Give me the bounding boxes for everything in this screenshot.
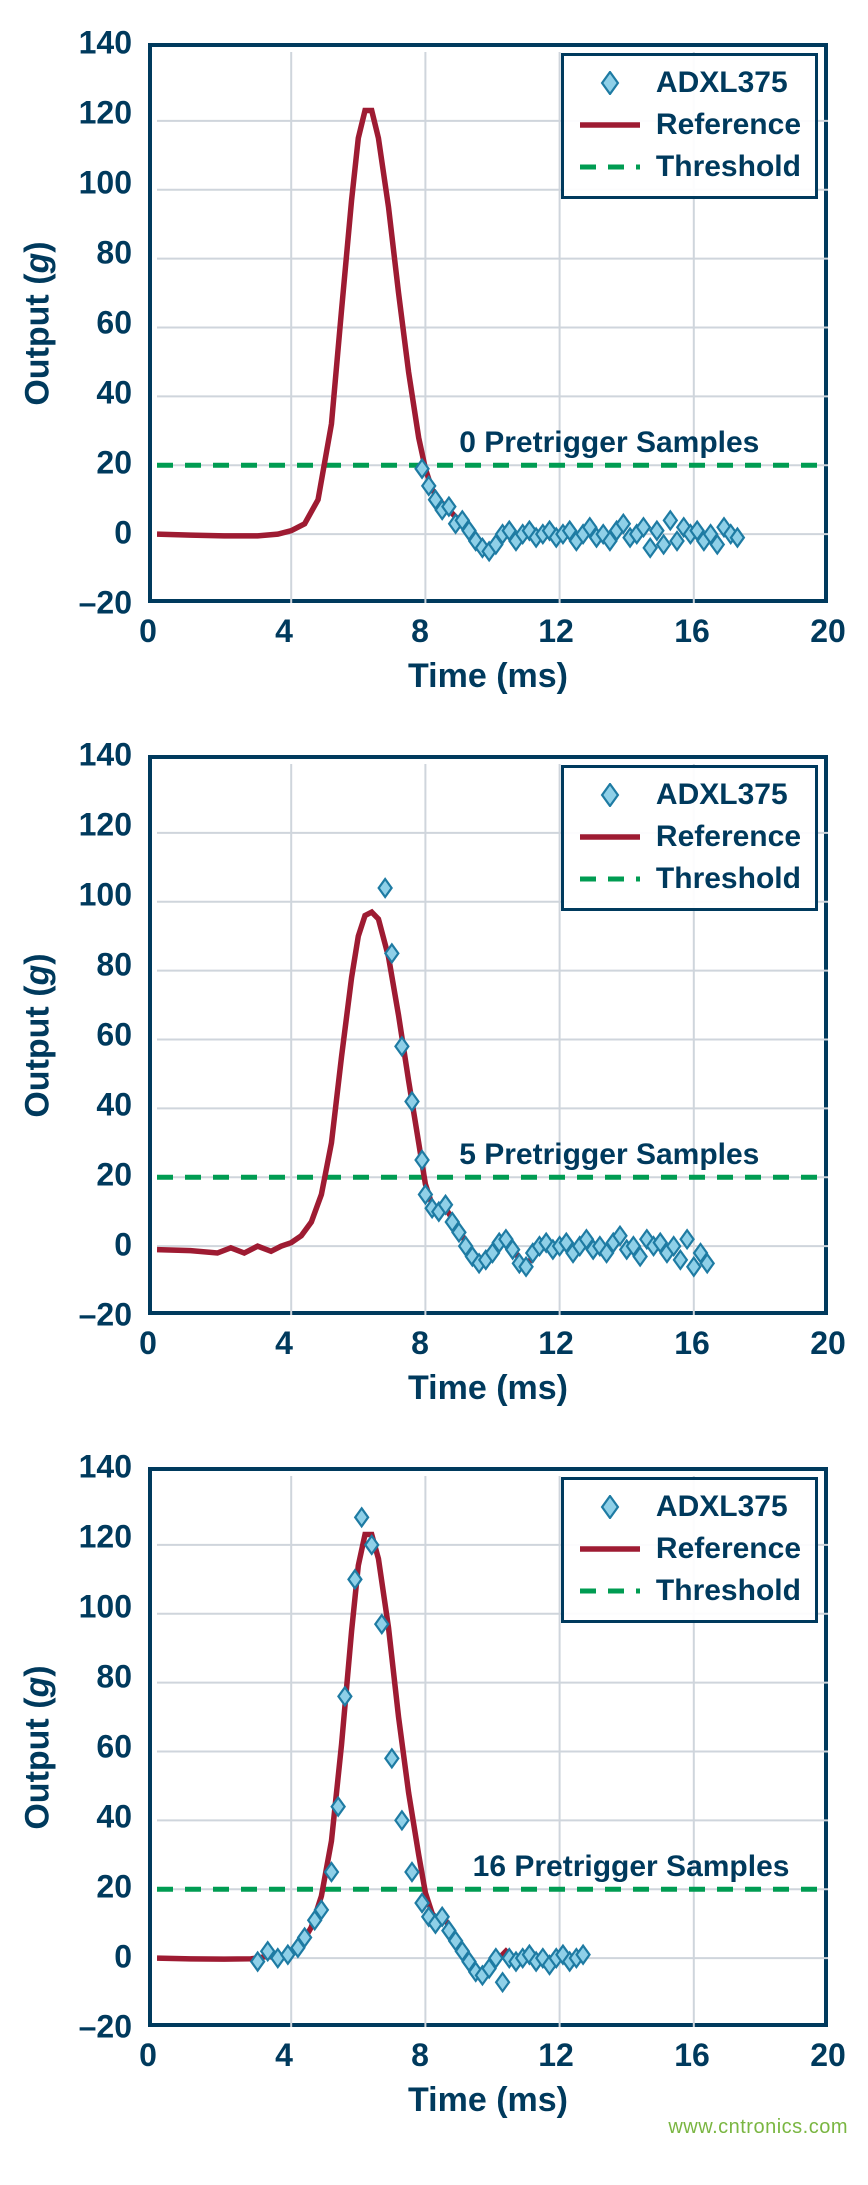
adxl-series (378, 878, 713, 1275)
y-tick: 40 (96, 1087, 132, 1124)
adxl-series (251, 1508, 589, 1991)
x-tick: 16 (674, 1325, 710, 1362)
legend-label-adxl: ADXL375 (656, 778, 788, 812)
x-tick: 4 (275, 1325, 293, 1362)
y-tick: 20 (96, 1157, 132, 1194)
legend-swatch-thr (578, 1579, 642, 1603)
y-ticks: –20020406080100120140 (0, 1467, 140, 2027)
x-tick: 8 (411, 1325, 429, 1362)
y-tick: 100 (79, 1589, 132, 1626)
x-tick: 8 (411, 2037, 429, 2074)
legend-item-adxl: ADXL375 (578, 778, 801, 812)
legend-swatch-ref (578, 825, 642, 849)
reference-series (157, 912, 560, 1267)
x-tick: 20 (810, 2037, 846, 2074)
legend-label-adxl: ADXL375 (656, 66, 788, 100)
y-tick: –20 (79, 1297, 132, 1334)
legend-swatch-adxl (578, 71, 642, 95)
y-tick: 60 (96, 1017, 132, 1054)
x-tick: 12 (538, 613, 574, 650)
y-tick: 100 (79, 165, 132, 202)
legend-label-thr: Threshold (656, 862, 801, 896)
y-tick: –20 (79, 585, 132, 622)
pretrigger-annotation: 16 Pretrigger Samples (473, 1850, 790, 1884)
x-tick: 16 (674, 613, 710, 650)
plot-area: ADXL375 Reference Threshold 5 Pretrigger Sa… (148, 755, 828, 1315)
legend-label-ref: Reference (656, 108, 801, 142)
y-tick: 120 (79, 95, 132, 132)
x-ticks: 048121620 (148, 1321, 828, 1369)
x-tick: 12 (538, 2037, 574, 2074)
x-axis-label: Time (ms) (148, 2081, 828, 2120)
y-tick: 60 (96, 1729, 132, 1766)
pretrigger-annotation: 5 Pretrigger Samples (459, 1138, 759, 1172)
legend-swatch-ref (578, 1537, 642, 1561)
y-tick: 20 (96, 1869, 132, 1906)
y-tick: 100 (79, 877, 132, 914)
x-tick: 4 (275, 613, 293, 650)
legend-label-thr: Threshold (656, 150, 801, 184)
legend-item-ref: Reference (578, 108, 801, 142)
chart-p16: Output (g)–20020406080100120140ADXL375Re… (0, 1439, 868, 2151)
legend: ADXL375 Reference Threshold (561, 53, 818, 199)
y-tick: 120 (79, 807, 132, 844)
reference-series (157, 1534, 526, 1975)
legend-label-adxl: ADXL375 (656, 1490, 788, 1524)
y-tick: 0 (114, 515, 132, 552)
x-tick: 4 (275, 2037, 293, 2074)
x-ticks: 048121620 (148, 2033, 828, 2081)
y-tick: 120 (79, 1519, 132, 1556)
legend: ADXL375 Reference Threshold (561, 765, 818, 911)
x-axis-label: Time (ms) (148, 657, 828, 696)
y-tick: –20 (79, 2009, 132, 2046)
x-tick: 20 (810, 613, 846, 650)
reference-series (157, 110, 543, 551)
y-ticks: –20020406080100120140 (0, 755, 140, 1315)
y-tick: 60 (96, 305, 132, 342)
legend-item-thr: Threshold (578, 862, 801, 896)
y-tick: 40 (96, 1799, 132, 1836)
legend-item-adxl: ADXL375 (578, 1490, 801, 1524)
chart-p5: Output (g)–20020406080100120140ADXL375Re… (0, 727, 868, 1439)
legend-label-ref: Reference (656, 1532, 801, 1566)
x-tick: 8 (411, 613, 429, 650)
x-tick: 16 (674, 2037, 710, 2074)
legend-item-thr: Threshold (578, 150, 801, 184)
legend-item-thr: Threshold (578, 1574, 801, 1608)
plot-area: ADXL375 Reference Threshold 0 Pretrigger Sa… (148, 43, 828, 603)
legend-item-adxl: ADXL375 (578, 66, 801, 100)
legend-swatch-ref (578, 113, 642, 137)
legend-label-ref: Reference (656, 820, 801, 854)
x-tick: 0 (139, 1325, 157, 1362)
legend-swatch-adxl (578, 1495, 642, 1519)
legend-item-ref: Reference (578, 1532, 801, 1566)
chart-p0: Output (g)–20020406080100120140ADXL375Re… (0, 15, 868, 727)
x-axis-label: Time (ms) (148, 1369, 828, 1408)
legend-swatch-thr (578, 155, 642, 179)
y-tick: 80 (96, 1659, 132, 1696)
y-tick: 140 (79, 1449, 132, 1486)
x-tick: 12 (538, 1325, 574, 1362)
y-tick: 40 (96, 375, 132, 412)
y-ticks: –20020406080100120140 (0, 43, 140, 603)
y-tick: 0 (114, 1939, 132, 1976)
plot-area: ADXL375 Reference Threshold 16 Pretrigger S… (148, 1467, 828, 2027)
y-tick: 140 (79, 737, 132, 774)
y-tick: 140 (79, 25, 132, 62)
legend: ADXL375 Reference Threshold (561, 1477, 818, 1623)
x-tick: 20 (810, 1325, 846, 1362)
x-tick: 0 (139, 2037, 157, 2074)
legend-item-ref: Reference (578, 820, 801, 854)
y-tick: 80 (96, 235, 132, 272)
legend-swatch-thr (578, 867, 642, 891)
y-tick: 80 (96, 947, 132, 984)
x-tick: 0 (139, 613, 157, 650)
y-tick: 20 (96, 445, 132, 482)
legend-label-thr: Threshold (656, 1574, 801, 1608)
pretrigger-annotation: 0 Pretrigger Samples (459, 426, 759, 460)
watermark: www.cntronics.com (668, 2116, 848, 2139)
legend-swatch-adxl (578, 783, 642, 807)
y-tick: 0 (114, 1227, 132, 1264)
x-ticks: 048121620 (148, 609, 828, 657)
